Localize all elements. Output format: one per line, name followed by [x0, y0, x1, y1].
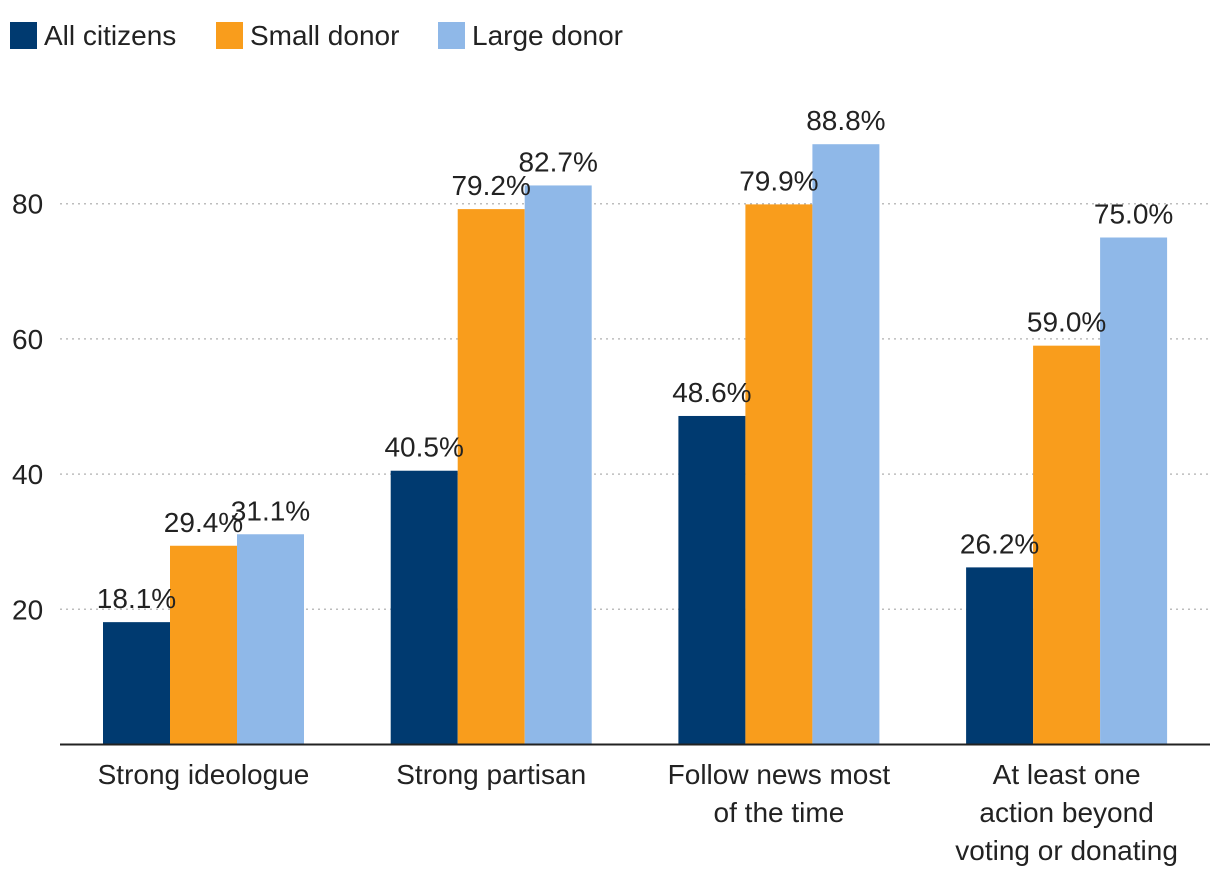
data-label-small-donor-strong-ideologue: 29.4%	[164, 507, 243, 538]
bar-small-donor-strong-ideologue	[170, 545, 237, 745]
x-tick-label-strong-ideologue: Strong ideologue	[98, 759, 310, 790]
legend-label-large-donor: Large donor	[472, 20, 623, 51]
bar-small-donor-strong-partisan	[457, 209, 525, 745]
data-label-small-donor-at-least-one-action-beyond-voting-or-donating: 59.0%	[1027, 307, 1106, 338]
y-tick-label-20: 20	[12, 594, 43, 625]
bar-all-citizens-strong-ideologue	[103, 622, 170, 745]
x-tick-label-strong-partisan: Strong partisan	[396, 759, 586, 790]
legend-swatch-small-donor	[216, 22, 243, 49]
data-label-all-citizens-strong-ideologue: 18.1%	[97, 583, 176, 614]
data-label-all-citizens-at-least-one-action-beyond-voting-or-donating: 26.2%	[960, 528, 1039, 559]
bar-large-donor-strong-partisan	[524, 185, 592, 745]
y-tick-label-60: 60	[12, 324, 43, 355]
bar-small-donor-follow-news-most-of-the-time	[745, 204, 813, 745]
bar-large-donor-strong-ideologue	[237, 534, 304, 745]
legend-swatch-large-donor	[438, 22, 465, 49]
data-label-large-donor-at-least-one-action-beyond-voting-or-donating: 75.0%	[1094, 199, 1173, 230]
data-labels: 18.1% 29.4%31.1% 40.5% 79.2%82.7% 48.6% 79.9%…	[97, 105, 1174, 614]
bar-small-donor-at-least-one-action-beyond-voting-or-donating	[1033, 345, 1101, 745]
legend-swatch-all-citizens	[10, 22, 37, 49]
legend: All citizens Small donor Large donor	[10, 20, 623, 51]
data-label-large-donor-strong-ideologue: 31.1%	[231, 495, 310, 526]
x-tick-label-at-least-one-action-beyond-voting-or-donating: At least one action beyond voting or donat…	[955, 759, 1178, 866]
legend-label-small-donor: Small donor	[250, 20, 399, 51]
data-label-small-donor-follow-news-most-of-the-time: 79.9%	[739, 165, 818, 196]
data-label-all-citizens-strong-partisan: 40.5%	[384, 432, 463, 463]
data-label-large-donor-strong-partisan: 82.7%	[518, 146, 597, 177]
data-label-all-citizens-follow-news-most-of-the-time: 48.6%	[672, 377, 751, 408]
bar-large-donor-at-least-one-action-beyond-voting-or-donating	[1100, 237, 1168, 745]
bar-all-citizens-at-least-one-action-beyond-voting-or-donating	[966, 567, 1034, 745]
bar-all-citizens-follow-news-most-of-the-time	[678, 415, 746, 745]
bar-all-citizens-strong-partisan	[390, 470, 458, 745]
bar-large-donor-follow-news-most-of-the-time	[812, 144, 880, 745]
y-axis: 20 40 60 80	[12, 189, 43, 626]
y-tick-label-80: 80	[12, 189, 43, 220]
x-axis: Strong ideologue Strong partisan Follow ne…	[60, 743, 1210, 866]
x-tick-label-follow-news-most-of-the-time: Follow news most of the time	[668, 759, 891, 828]
y-tick-label-40: 40	[12, 459, 43, 490]
legend-label-all-citizens: All citizens	[44, 20, 176, 51]
data-label-large-donor-follow-news-most-of-the-time: 88.8%	[806, 105, 885, 136]
data-label-small-donor-strong-partisan: 79.2%	[451, 170, 530, 201]
bars	[103, 144, 1168, 745]
